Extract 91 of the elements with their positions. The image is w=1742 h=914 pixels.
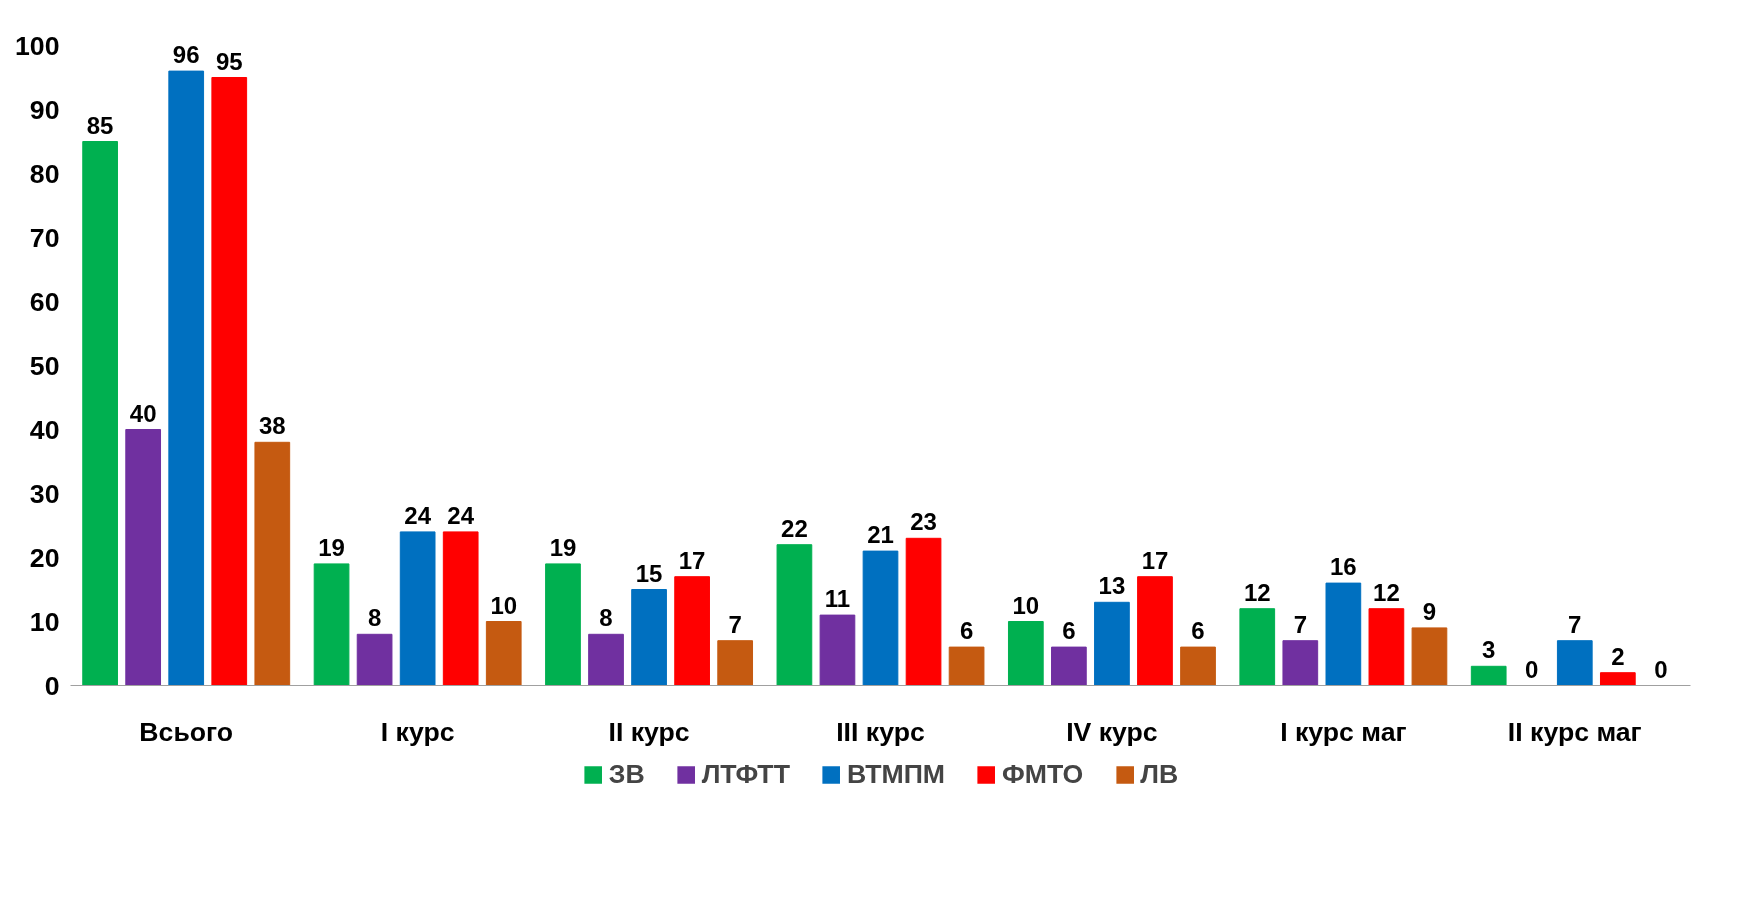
data-label: 6 (1062, 617, 1076, 645)
data-label: 85 (86, 111, 114, 139)
bar (1051, 646, 1087, 686)
y-tick-label: 100 (15, 30, 60, 61)
bar (254, 441, 291, 686)
data-label: 10 (1012, 591, 1040, 619)
x-tick-label: III курс (836, 716, 925, 747)
y-tick-label: 40 (29, 414, 60, 445)
bar (1325, 582, 1362, 686)
legend-label: ВТМПМ (846, 758, 946, 790)
data-label: 21 (867, 521, 894, 549)
y-tick-label: 30 (29, 478, 60, 509)
bar (82, 141, 118, 686)
data-label: 6 (1191, 617, 1205, 645)
bar (545, 563, 581, 686)
legend-label: ЛТФТТ (701, 758, 790, 790)
bar (442, 531, 479, 686)
data-label: 7 (728, 610, 742, 638)
data-label: 7 (1293, 610, 1307, 638)
data-label: 24 (447, 501, 475, 529)
x-tick-label: I курс маг (1280, 716, 1407, 747)
data-label: 95 (215, 47, 243, 75)
x-tick-label: IV курс (1066, 716, 1158, 747)
y-tick-label: 50 (29, 350, 60, 381)
bar (1470, 665, 1507, 686)
x-tick-label: II курс (608, 716, 690, 747)
bar (399, 531, 436, 686)
y-tick-label: 60 (29, 286, 60, 317)
bar (1094, 601, 1130, 686)
legend-label: ЛВ (1140, 758, 1179, 790)
x-tick-label: II курс маг (1507, 716, 1642, 747)
bar (588, 633, 624, 686)
bar (313, 563, 350, 686)
data-label: 9 (1422, 597, 1437, 625)
data-label: 17 (678, 546, 706, 574)
bar (1239, 608, 1276, 686)
y-tick-label: 20 (29, 542, 60, 573)
data-label: 2 (1611, 642, 1625, 670)
bar (776, 544, 813, 686)
y-tick-label: 90 (29, 94, 60, 125)
data-label: 15 (635, 559, 663, 587)
data-label: 8 (599, 604, 613, 632)
data-label: 3 (1482, 636, 1496, 664)
bar (717, 640, 754, 686)
bar (948, 646, 985, 686)
data-label: 6 (959, 617, 974, 645)
data-label: 7 (1568, 610, 1582, 638)
bar (1137, 576, 1173, 686)
bar (674, 576, 710, 686)
bar (1282, 640, 1319, 686)
legend-label: ФМТО (1002, 758, 1084, 790)
bar (1599, 672, 1636, 686)
data-label: 0 (1525, 655, 1539, 683)
data-label: 40 (129, 399, 157, 427)
data-label: 13 (1098, 572, 1126, 600)
y-tick-label: 80 (29, 158, 60, 189)
data-label: 96 (172, 41, 200, 69)
data-label: 19 (549, 533, 577, 561)
data-label: 19 (318, 533, 345, 561)
bar (168, 70, 205, 686)
bar (1180, 646, 1216, 686)
bar (1411, 627, 1448, 686)
data-label: 22 (781, 514, 808, 542)
bar (1007, 621, 1044, 686)
y-tick-label: 70 (29, 222, 60, 253)
bar (356, 633, 393, 686)
data-label: 0 (1654, 655, 1668, 683)
bar (1556, 640, 1593, 686)
data-label: 17 (1141, 546, 1169, 574)
bar (211, 77, 248, 686)
y-tick-label: 10 (29, 606, 60, 637)
bar (631, 589, 667, 686)
legend-label: ЗВ (608, 758, 645, 790)
bar (819, 614, 856, 686)
data-label: 11 (824, 585, 851, 613)
bar (862, 550, 899, 686)
data-label: 12 (1373, 578, 1400, 606)
data-label: 10 (490, 591, 518, 619)
y-tick-label: 0 (44, 670, 60, 701)
bar (485, 621, 522, 686)
bar (905, 537, 942, 686)
data-label: 24 (404, 501, 432, 529)
data-label: 38 (258, 412, 286, 440)
bar (1368, 608, 1405, 686)
x-tick-label: I курс (380, 716, 455, 747)
data-label: 23 (910, 508, 937, 536)
data-label: 16 (1330, 553, 1357, 581)
bar (125, 429, 162, 686)
x-tick-label: Всього (139, 716, 234, 747)
data-label: 12 (1243, 578, 1271, 606)
data-label: 8 (367, 604, 382, 632)
